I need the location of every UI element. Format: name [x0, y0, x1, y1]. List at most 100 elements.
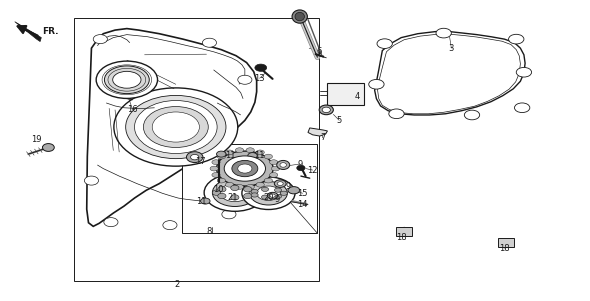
Text: 11: 11	[196, 197, 207, 206]
Text: 11: 11	[225, 150, 235, 160]
Ellipse shape	[509, 34, 524, 44]
Text: 16: 16	[127, 105, 138, 114]
Text: 6: 6	[316, 47, 322, 56]
Text: 9: 9	[297, 160, 302, 169]
Ellipse shape	[225, 182, 234, 187]
Ellipse shape	[319, 105, 333, 115]
Ellipse shape	[377, 39, 392, 48]
Polygon shape	[87, 29, 257, 226]
Ellipse shape	[436, 28, 451, 38]
Text: 18: 18	[396, 233, 407, 242]
Ellipse shape	[212, 190, 221, 195]
Bar	[327, 83, 364, 105]
Polygon shape	[375, 32, 525, 115]
Ellipse shape	[93, 35, 107, 44]
Ellipse shape	[244, 187, 252, 192]
Text: 13: 13	[254, 74, 265, 83]
Ellipse shape	[292, 10, 307, 23]
Ellipse shape	[295, 12, 304, 21]
Text: 10: 10	[213, 185, 224, 194]
Ellipse shape	[202, 38, 217, 47]
Text: 20: 20	[263, 193, 274, 202]
Text: 9: 9	[286, 182, 290, 191]
Ellipse shape	[246, 148, 254, 153]
Ellipse shape	[244, 193, 252, 199]
Ellipse shape	[514, 103, 530, 113]
Ellipse shape	[232, 160, 258, 177]
Ellipse shape	[251, 189, 258, 194]
Ellipse shape	[516, 67, 532, 77]
Bar	[74, 18, 319, 281]
Ellipse shape	[222, 210, 236, 219]
Ellipse shape	[280, 163, 287, 167]
Text: 7: 7	[320, 133, 326, 142]
Ellipse shape	[464, 110, 480, 120]
Ellipse shape	[270, 194, 275, 197]
Ellipse shape	[143, 107, 208, 147]
Ellipse shape	[186, 152, 203, 163]
Ellipse shape	[235, 185, 244, 189]
Bar	[396, 227, 412, 236]
Text: 5: 5	[337, 116, 342, 125]
Ellipse shape	[250, 182, 287, 205]
Ellipse shape	[274, 194, 281, 198]
Ellipse shape	[256, 182, 264, 187]
Text: 21: 21	[228, 193, 238, 202]
Ellipse shape	[114, 88, 238, 166]
Ellipse shape	[248, 153, 257, 159]
Ellipse shape	[218, 187, 226, 192]
Ellipse shape	[369, 79, 384, 89]
Ellipse shape	[240, 156, 254, 165]
Ellipse shape	[224, 156, 266, 181]
Ellipse shape	[204, 174, 266, 211]
Ellipse shape	[218, 193, 226, 199]
Ellipse shape	[238, 75, 252, 84]
Polygon shape	[308, 128, 327, 136]
Ellipse shape	[270, 160, 278, 165]
Ellipse shape	[225, 150, 234, 155]
Ellipse shape	[267, 192, 278, 199]
Ellipse shape	[288, 187, 300, 194]
Text: 8: 8	[206, 227, 212, 236]
Ellipse shape	[217, 178, 225, 183]
Ellipse shape	[274, 188, 281, 192]
Ellipse shape	[261, 187, 268, 191]
Ellipse shape	[322, 107, 330, 113]
Ellipse shape	[217, 151, 273, 186]
Text: 3: 3	[448, 44, 454, 53]
Ellipse shape	[389, 109, 404, 119]
Ellipse shape	[104, 218, 118, 227]
Text: 19: 19	[31, 135, 42, 144]
Ellipse shape	[251, 193, 258, 197]
Ellipse shape	[163, 221, 177, 230]
Ellipse shape	[212, 179, 257, 206]
Text: 15: 15	[297, 189, 308, 198]
Ellipse shape	[84, 176, 99, 185]
Text: 18: 18	[499, 244, 510, 253]
Ellipse shape	[135, 101, 217, 154]
Bar	[498, 238, 514, 247]
Ellipse shape	[212, 160, 220, 165]
Ellipse shape	[255, 64, 267, 71]
Ellipse shape	[270, 172, 278, 177]
Ellipse shape	[126, 95, 226, 159]
Text: 4: 4	[355, 92, 359, 101]
Ellipse shape	[264, 154, 273, 159]
Ellipse shape	[277, 182, 283, 185]
Ellipse shape	[212, 172, 220, 177]
Ellipse shape	[42, 144, 54, 151]
Ellipse shape	[264, 178, 273, 183]
Ellipse shape	[274, 180, 286, 187]
Ellipse shape	[257, 186, 280, 200]
Ellipse shape	[242, 177, 295, 209]
Ellipse shape	[191, 154, 199, 160]
Text: 11: 11	[254, 151, 265, 160]
Polygon shape	[15, 22, 41, 42]
Ellipse shape	[256, 150, 264, 155]
Ellipse shape	[249, 190, 257, 195]
Ellipse shape	[231, 185, 239, 191]
Ellipse shape	[231, 195, 239, 200]
Ellipse shape	[96, 61, 158, 98]
Text: 14: 14	[297, 200, 308, 209]
Ellipse shape	[280, 191, 287, 195]
